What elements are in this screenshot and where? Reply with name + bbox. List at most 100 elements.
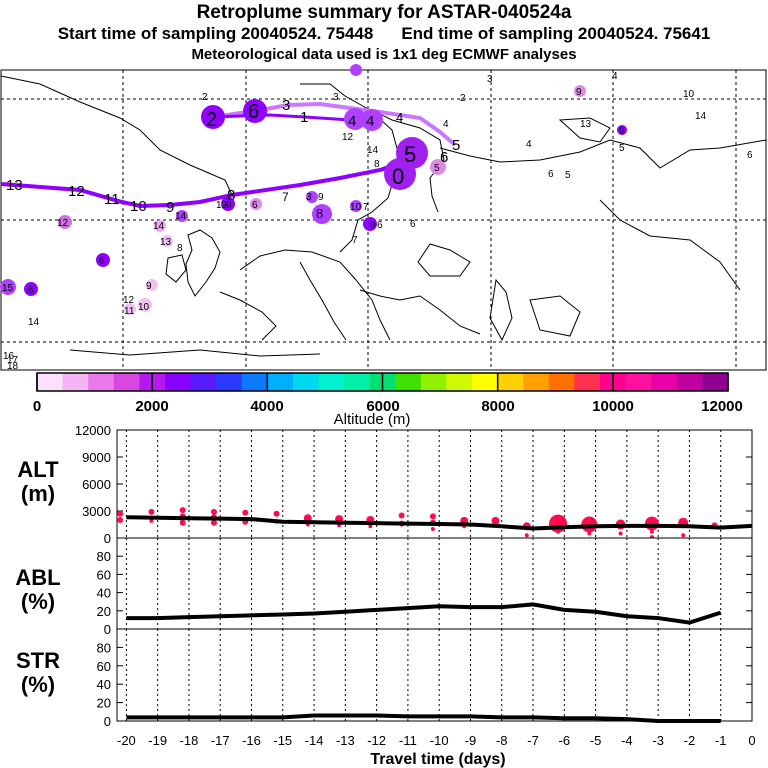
x-tick-label: -7 [527, 733, 539, 748]
met-data-label: Meteorological data used is 1x1 deg ECMW… [191, 46, 577, 63]
x-tick-label: 0 [748, 733, 755, 748]
map-label: 6 [377, 220, 383, 231]
path-label: 4 [366, 113, 374, 130]
chart-title: Retroplume summary for ASTAR-040524a [196, 2, 572, 23]
colorbar-swatch [446, 373, 473, 391]
abl-series-line [126, 602, 722, 625]
map-label: 9 [619, 126, 625, 137]
abl-panel: 0 20 40 60 80 [97, 537, 753, 637]
map-label: 14 [367, 145, 379, 156]
colorbar-swatch [318, 373, 345, 391]
colorbar-swatch [344, 373, 371, 391]
map-label: 2 [202, 92, 208, 103]
map-label: 6 [548, 169, 554, 180]
path-label: 9 [166, 199, 174, 216]
colorbar-swatch [267, 373, 294, 391]
scattered-labels: 3 4 2 3 2 4 9 10 14 13 9 5 12 14 4 6 6 5… [2, 71, 753, 372]
path-label: 5 [452, 137, 460, 154]
colorbar-swatch [190, 373, 217, 391]
y-tick-label: 80 [97, 640, 111, 655]
plume-circle [154, 220, 166, 232]
panel-ylabels: ALT (m) ABL (%) STR (%) [15, 457, 60, 697]
alt-marker [644, 516, 659, 531]
map-label: 9 [318, 192, 324, 203]
y-tick-label: 60 [97, 659, 111, 674]
map-label: 13 [160, 237, 172, 248]
map-label: 9 [370, 220, 376, 231]
y-tick-label: 60 [97, 567, 111, 582]
map-label: 8 [177, 243, 183, 254]
map-label: 14 [175, 211, 187, 222]
path-labels: 13 12 11 10 9 8 7 6 5 2 6 3 1 4 4 4 5 0 [6, 97, 460, 216]
alt-marker [429, 513, 436, 520]
map-label: 15 [2, 283, 14, 294]
alt-ylabel-unit: (m) [21, 481, 55, 506]
colorbar-swatch [395, 373, 422, 391]
map-label: 12 [123, 295, 135, 306]
y-tick-label: 80 [97, 549, 111, 564]
y-tick-label: 3000 [82, 504, 111, 519]
plume-circle [161, 235, 173, 247]
alt-panel: 0 3000 6000 9000 12000 [75, 423, 753, 546]
plume-circle [58, 215, 72, 229]
map-label: 6 [252, 200, 258, 211]
x-tick-label: -14 [305, 733, 324, 748]
alt-marker [398, 512, 405, 519]
alt-marker [210, 508, 217, 515]
colorbar-swatch [497, 373, 524, 391]
map-label: 5 [619, 143, 625, 154]
abl-ylabel-unit: (%) [21, 589, 55, 614]
colorbar-tick-label: 10000 [592, 398, 634, 415]
path-label: 3 [282, 97, 290, 114]
path-label: 6 [248, 101, 259, 123]
colorbar-swatch [241, 373, 268, 391]
colorbar-swatch [548, 373, 575, 391]
x-tick-label: -20 [117, 733, 136, 748]
colorbar-swatch [37, 373, 64, 391]
plume-circle [124, 303, 136, 315]
alt-marker [179, 519, 186, 526]
x-tick-label: -9 [465, 733, 477, 748]
alt-marker [524, 533, 529, 538]
map-label: 6 [99, 256, 105, 267]
alt-marker [117, 510, 124, 517]
plume-circle [350, 64, 362, 76]
sampling-times: Start time of sampling 20040524. 75448 En… [0, 24, 768, 44]
x-tick-label: -2 [684, 733, 696, 748]
x-tick-label: -15 [273, 733, 292, 748]
map-label: 6 [410, 219, 416, 230]
x-tick-label: -6 [559, 733, 571, 748]
x-tick-label: -13 [336, 733, 355, 748]
alt-marker [368, 524, 373, 529]
map-label: 7 [363, 202, 369, 213]
colorbar-swatch [88, 373, 115, 391]
plume-circle [312, 204, 332, 224]
y-tick-label: 20 [97, 696, 111, 711]
str-ylabel-unit: (%) [21, 672, 55, 697]
end-time-label: End time of sampling 20040524. 75641 [401, 24, 711, 43]
x-tick-label: -1 [715, 733, 727, 748]
x-tick-label: -10 [430, 733, 449, 748]
path-label: 1 [300, 109, 308, 126]
plume-circle [138, 298, 152, 312]
colorbar-swatch [164, 373, 192, 391]
alt-series-line [126, 515, 753, 531]
alt-marker [618, 531, 623, 536]
map-label: 6 [28, 285, 34, 296]
str-series-line [126, 713, 721, 723]
colorbar-tick-labels: 0 2000 4000 6000 8000 10000 12000 [33, 398, 743, 415]
x-tick-label: -16 [242, 733, 261, 748]
colorbar-swatch [216, 373, 243, 391]
release-label: 0 [392, 164, 404, 189]
alt-marker [210, 519, 217, 526]
map-label: 10 [350, 202, 362, 213]
colorbar-tick-label: 0 [33, 398, 41, 415]
x-tick-labels: -20 -19 -18 -17 -16 -15 -14 -13 -12 -11 -10 -9 -8 -7-… [117, 733, 756, 748]
alt-marker [242, 509, 249, 516]
alt-marker [587, 531, 592, 536]
alt-marker [430, 527, 435, 531]
alt-ylabel: ALT [17, 457, 59, 482]
plume-circle [201, 105, 225, 129]
map-label: 7 [352, 235, 358, 246]
coastlines [0, 75, 767, 357]
